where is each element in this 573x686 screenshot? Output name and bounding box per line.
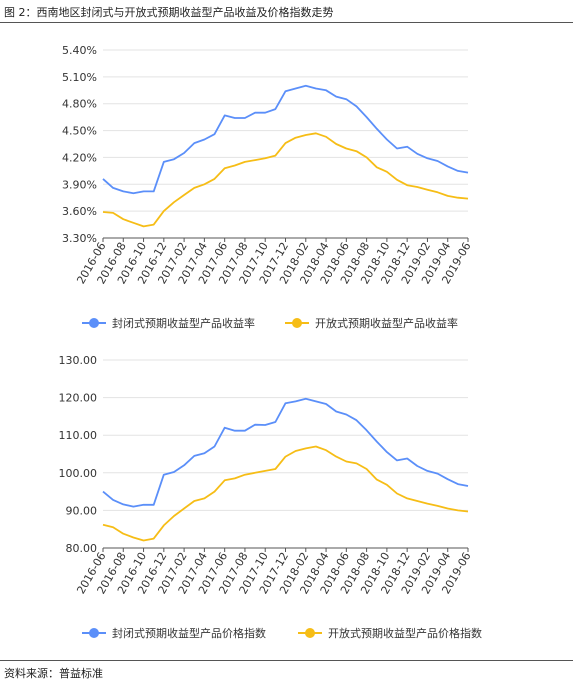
legend-label: 封闭式预期收益型产品价格指数 [112, 626, 266, 640]
legend-label: 封闭式预期收益型产品收益率 [112, 316, 255, 330]
series-line-1 [102, 397, 469, 508]
y-tick-label: 4.50% [62, 125, 97, 138]
series-line-1 [102, 84, 469, 195]
figure-title: 图 2：西南地区封闭式与开放式预期收益型产品收益及价格指数走势 [4, 6, 334, 19]
legend-label: 开放式预期收益型产品收益率 [315, 316, 458, 330]
y-tick-label: 130.00 [59, 354, 98, 367]
y-tick-label: 3.30% [62, 232, 97, 245]
y-tick-label: 4.20% [62, 151, 97, 164]
top-rule [0, 22, 573, 23]
y-tick-label: 5.10% [62, 71, 97, 84]
series-line-2 [102, 445, 469, 542]
legend-swatch-marker [89, 628, 99, 638]
source-note: 资料来源：普益标准 [4, 667, 103, 680]
y-tick-label: 5.40% [62, 44, 97, 57]
y-tick-label: 100.00 [59, 467, 98, 480]
legend-label: 开放式预期收益型产品价格指数 [328, 626, 482, 640]
legend-swatch-marker [89, 318, 99, 328]
yield-line-chart: 3.30% 3.60% 3.90% 4.20% 4.50% 4.80% 5.10% 5.40%… [62, 44, 474, 330]
series-line-2 [102, 132, 469, 228]
y-tick-label: 3.60% [62, 205, 97, 218]
y-tick-label: 110.00 [59, 429, 98, 442]
y-tick-label: 3.90% [62, 178, 97, 191]
y-tick-label: 4.80% [62, 98, 97, 111]
y-tick-label: 120.00 [59, 392, 98, 405]
bottom-rule [0, 660, 573, 661]
y-tick-label: 80.00 [66, 542, 98, 555]
legend-swatch-marker [305, 628, 315, 638]
y-tick-label: 90.00 [66, 504, 98, 517]
legend-swatch-marker [292, 318, 302, 328]
price-index-line-chart: 80.0090.00100.00110.00120.00130.002016-0… [59, 354, 483, 640]
